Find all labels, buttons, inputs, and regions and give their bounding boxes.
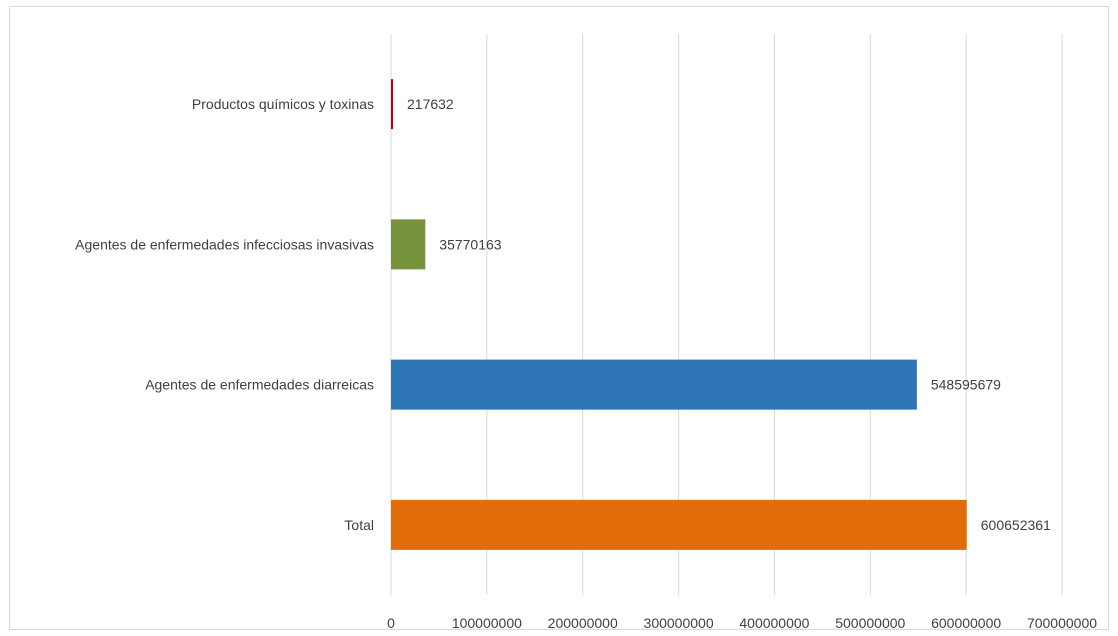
category-label-1: Agentes de enfermedades diarreicas xyxy=(145,377,374,393)
category-label-3: Productos químicos y toxinas xyxy=(192,96,374,112)
x-axis-ticks: 0 100000000 200000000 300000000 400000000 500… xyxy=(387,615,1097,631)
category-label-2: Agentes de enfermedades infecciosas inva… xyxy=(75,236,374,252)
data-label-2: 35770163 xyxy=(439,236,502,252)
bars xyxy=(391,79,967,550)
category-label-0: Total xyxy=(344,517,374,533)
data-label-1: 548595679 xyxy=(931,377,1001,393)
x-tick-label-0: 0 xyxy=(387,615,395,631)
bar-0 xyxy=(391,499,967,550)
data-label-3: 217632 xyxy=(407,96,454,112)
x-tick-label-1: 100000000 xyxy=(452,615,522,631)
bar-2 xyxy=(391,219,426,270)
chart-frame xyxy=(9,6,1109,630)
data-label-0: 600652361 xyxy=(981,517,1051,533)
x-tick-label-2: 200000000 xyxy=(548,615,618,631)
x-tick-label-4: 400000000 xyxy=(739,615,809,631)
x-tick-label-3: 300000000 xyxy=(644,615,714,631)
x-tick-label-5: 500000000 xyxy=(835,615,905,631)
x-tick-label-6: 600000000 xyxy=(931,615,1001,631)
bar-1 xyxy=(391,359,917,410)
x-tick-label-7: 700000000 xyxy=(1027,615,1097,631)
data-labels: 600652361 548595679 35770163 217632 xyxy=(407,96,1051,533)
category-labels: Total Agentes de enfermedades diarreicas A… xyxy=(75,96,374,533)
bar-3 xyxy=(391,79,393,130)
